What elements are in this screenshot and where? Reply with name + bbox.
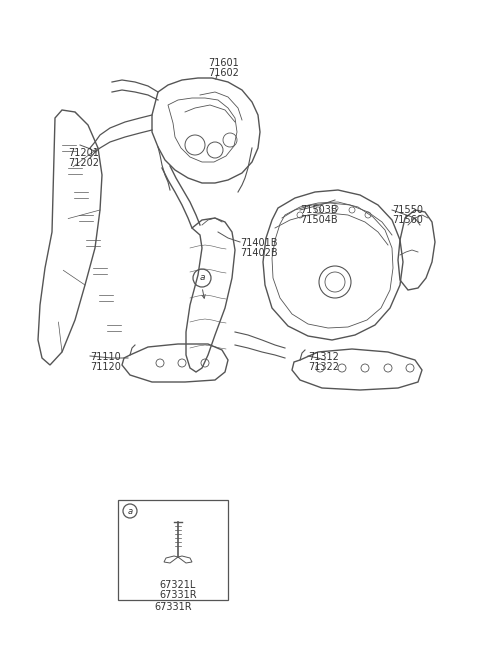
Text: 71120: 71120 bbox=[90, 362, 121, 372]
Text: 71312: 71312 bbox=[308, 352, 339, 362]
Text: 67321L: 67321L bbox=[155, 592, 191, 602]
Text: 71560: 71560 bbox=[392, 215, 423, 225]
Text: 71110: 71110 bbox=[90, 352, 121, 362]
Text: 67321L: 67321L bbox=[160, 580, 196, 590]
Text: a: a bbox=[127, 506, 132, 516]
Text: 71550: 71550 bbox=[392, 205, 423, 215]
Text: 71402B: 71402B bbox=[240, 248, 277, 258]
Text: 71602: 71602 bbox=[208, 68, 239, 78]
Text: 67331R: 67331R bbox=[159, 590, 197, 600]
Text: 71401B: 71401B bbox=[240, 238, 277, 248]
Text: a: a bbox=[199, 274, 205, 283]
Text: 71201: 71201 bbox=[68, 148, 99, 158]
Text: 71504B: 71504B bbox=[300, 215, 337, 225]
Text: 71322: 71322 bbox=[308, 362, 339, 372]
Text: 71202: 71202 bbox=[68, 158, 99, 168]
Text: 71503B: 71503B bbox=[300, 205, 337, 215]
Bar bbox=[118, 500, 228, 600]
Text: 67331R: 67331R bbox=[154, 602, 192, 612]
Text: 71601: 71601 bbox=[208, 58, 239, 68]
